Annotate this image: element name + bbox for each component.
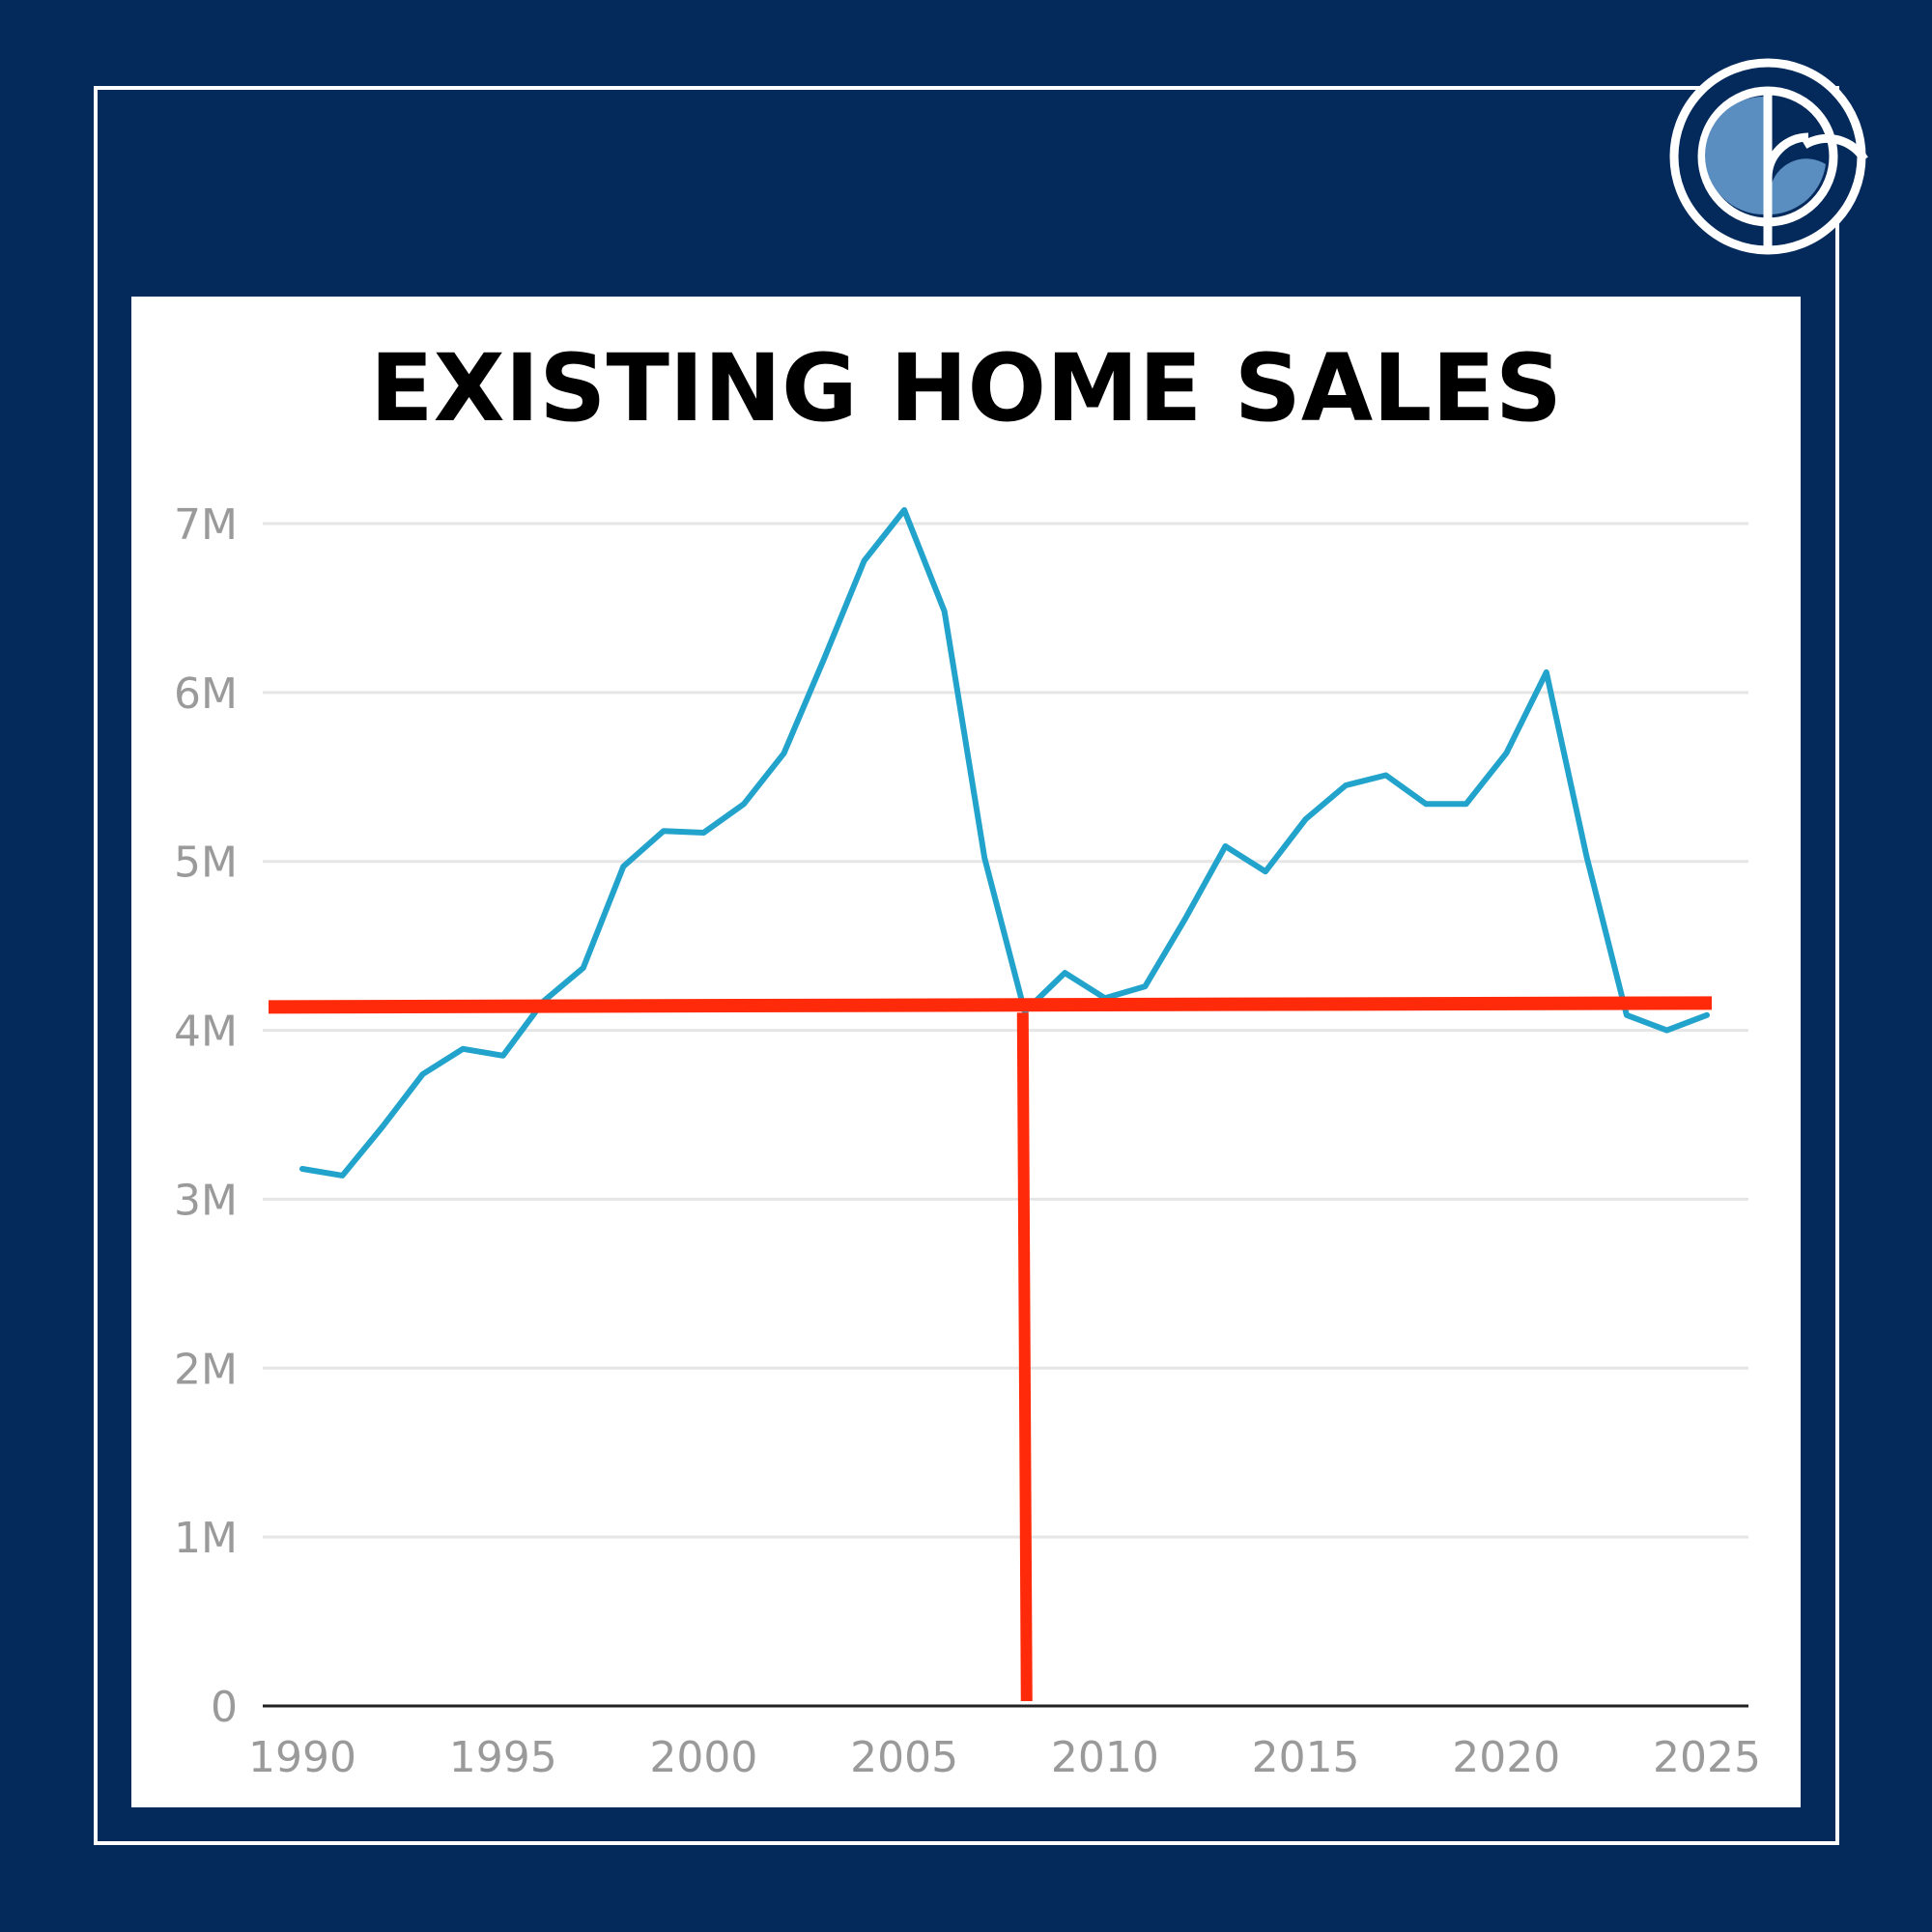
data-point: [380, 1123, 385, 1129]
data-point: [981, 855, 987, 861]
data-point: [1222, 843, 1228, 849]
data-point: [1263, 868, 1268, 874]
annotation-horizontal-line: [268, 996, 1713, 1014]
x-tick-labels: 1990 1995 2000 2005 2010 2015 2020 2025: [248, 1733, 1761, 1782]
data-point: [340, 1173, 346, 1179]
annotation-layer: [268, 996, 1713, 1702]
data-point: [299, 1166, 305, 1172]
data-point: [741, 801, 747, 807]
brand-logo: [1669, 58, 1868, 255]
data-point: [821, 656, 827, 662]
y-tick-label: 3M: [174, 1176, 238, 1225]
x-tick-label: 2025: [1653, 1733, 1761, 1782]
data-point: [1383, 773, 1389, 779]
data-point: [901, 507, 907, 513]
chart-title: EXISTING HOME SALES: [370, 334, 1562, 442]
data-point: [1062, 970, 1067, 976]
data-point: [781, 751, 787, 756]
data-point: [1544, 669, 1549, 675]
data-point: [1142, 983, 1148, 989]
data-point: [942, 609, 948, 614]
data-point: [1503, 751, 1509, 756]
chart-panel: [131, 297, 1801, 1807]
data-point: [700, 830, 706, 836]
y-tick-labels: 0 1M 2M 3M 4M 5M 6M 7M: [174, 500, 238, 1732]
data-point: [1624, 1012, 1630, 1018]
logo-right-fill: [1772, 158, 1826, 214]
y-tick-label: 4M: [174, 1008, 238, 1057]
x-tick-label: 2010: [1051, 1733, 1159, 1782]
data-point: [862, 557, 867, 563]
x-tick-label: 1990: [248, 1733, 356, 1782]
data-point: [1303, 816, 1309, 822]
data-point: [1182, 916, 1188, 922]
data-point: [1423, 801, 1429, 807]
y-tick-label: 0: [211, 1683, 238, 1732]
x-tick-label: 2005: [850, 1733, 958, 1782]
data-point: [420, 1071, 426, 1077]
data-point: [1704, 1012, 1710, 1018]
data-point: [661, 828, 667, 834]
x-tick-label: 1995: [449, 1733, 557, 1782]
x-tick-label: 2000: [649, 1733, 757, 1782]
y-tick-label: 7M: [174, 500, 238, 550]
data-point: [500, 1053, 506, 1059]
x-tick-label: 2015: [1252, 1733, 1360, 1782]
data-point: [581, 965, 586, 971]
grid-lines: [263, 522, 1748, 1708]
y-tick-label: 2M: [174, 1345, 238, 1394]
logo-left-fill: [1705, 97, 1764, 214]
data-point: [1583, 853, 1589, 859]
x-tick-label: 2020: [1452, 1733, 1560, 1782]
y-tick-label: 6M: [174, 669, 238, 719]
frame-border: [94, 86, 1839, 1845]
annotation-vertical-line: [1016, 1012, 1033, 1702]
data-point: [460, 1046, 466, 1052]
data-point: [1463, 801, 1469, 807]
y-tick-label: 5M: [174, 838, 238, 888]
data-point: [1663, 1028, 1669, 1034]
data-point: [620, 864, 626, 869]
data-point: [1343, 782, 1349, 788]
logo-tail: [1802, 133, 1868, 162]
y-tick-label: 1M: [174, 1514, 238, 1563]
